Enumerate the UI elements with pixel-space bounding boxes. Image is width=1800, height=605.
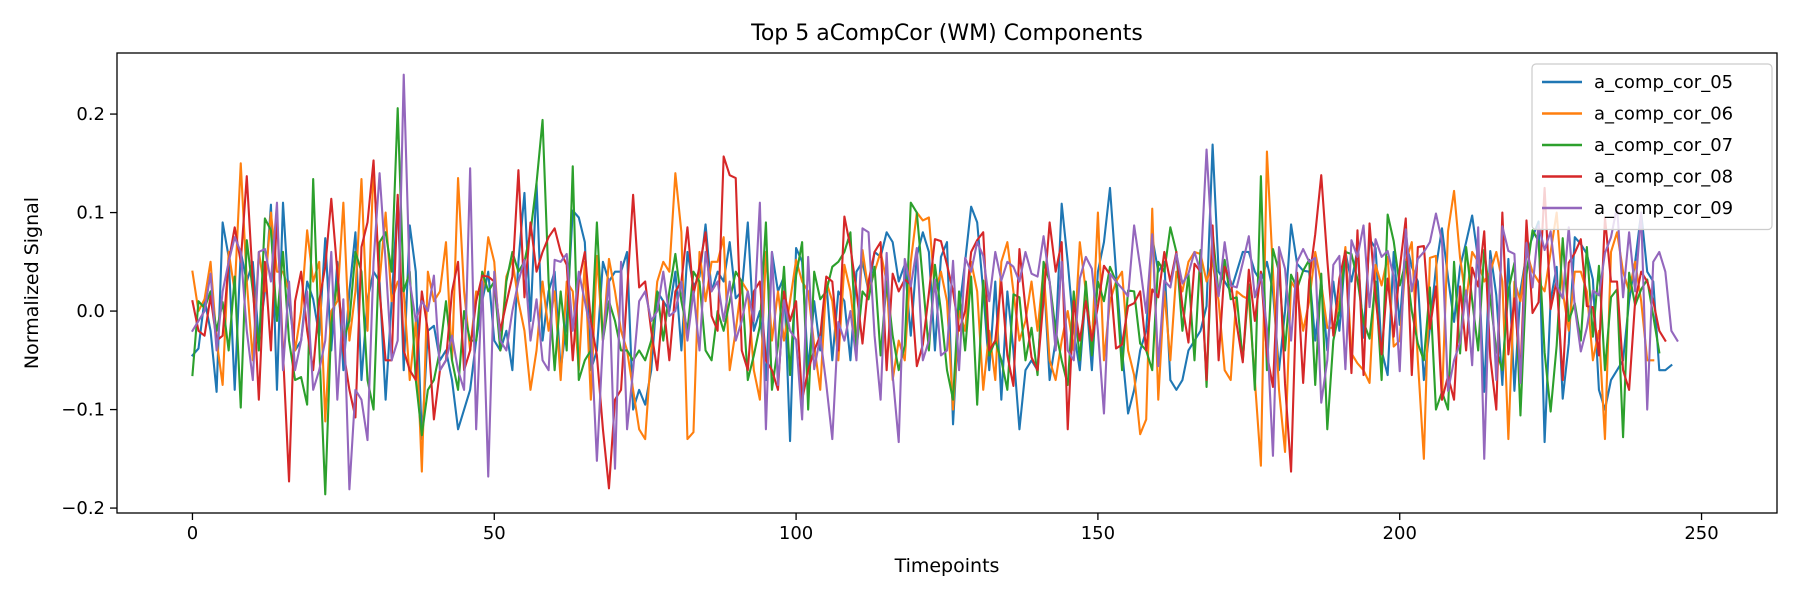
x-tick-label: 100 [779,523,813,544]
y-tick-label: 0.2 [76,104,105,125]
legend-a-comp-cor-09-label: a_comp_cor_09 [1594,198,1733,219]
y-tick-label: 0.1 [76,203,105,224]
series-line-a-comp-cor-08 [191,155,1667,490]
axes: 0 50 100 150 200 250 −0.2 −0.1 0.0 0.1 0.2 [61,52,1778,544]
plot-area [190,73,1679,496]
x-axis-label: Timepoints [894,555,1000,577]
axes-frame [116,52,1778,514]
series-lines [190,73,1679,496]
legend-a-comp-cor-05-label: a_comp_cor_05 [1594,72,1733,93]
y-axis-label: Normalized Signal [21,197,43,369]
x-tick-label: 50 [483,523,506,544]
y-tick-label: 0.0 [76,301,105,322]
legend-a-comp-cor-08-label: a_comp_cor_08 [1594,167,1733,188]
x-tick-label: 150 [1081,523,1115,544]
x-tick-label: 250 [1684,523,1718,544]
legend-a-comp-cor-06-label: a_comp_cor_06 [1594,104,1733,125]
x-tick-label: 0 [187,523,198,544]
y-tick-label: −0.1 [61,400,105,421]
series-line-a-comp-cor-09 [191,73,1679,491]
y-tick-label: −0.2 [61,498,105,519]
legend-box [1531,63,1773,231]
chart-title: Top 5 aCompCor (WM) Components [750,21,1143,46]
legend-a-comp-cor-07-label: a_comp_cor_07 [1594,135,1733,156]
x-tick-label: 200 [1383,523,1417,544]
legend: a_comp_cor_05 a_comp_cor_06 a_comp_cor_07a… [1531,63,1773,231]
